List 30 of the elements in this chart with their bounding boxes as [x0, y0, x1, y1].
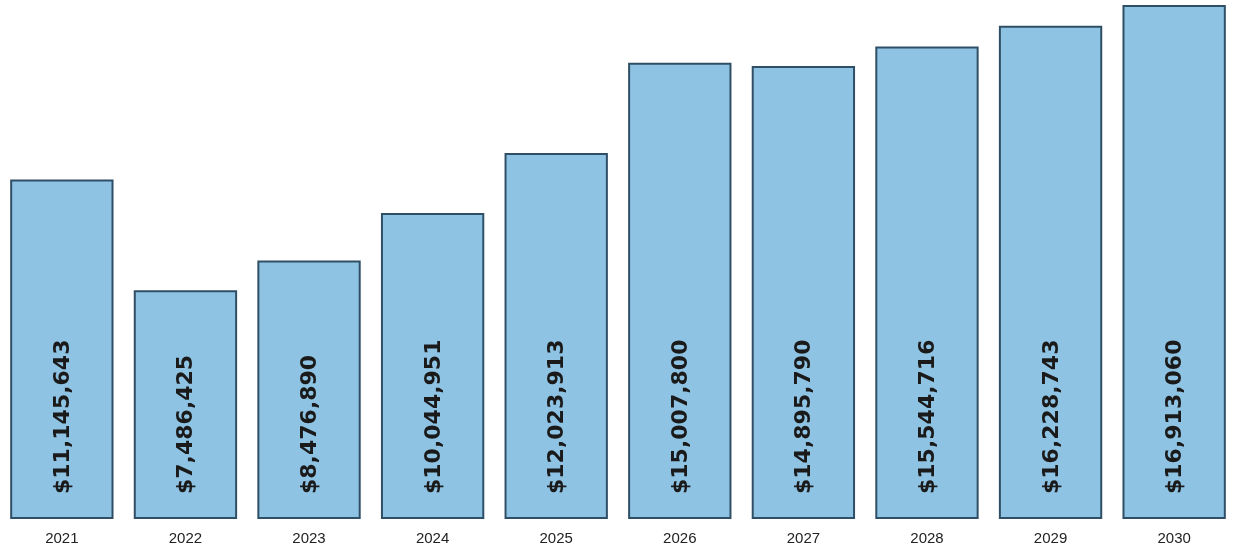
x-tick-label: 2024 [415, 528, 450, 546]
bar [875, 46, 979, 519]
x-tick-label: 2027 [786, 528, 821, 546]
data-label: $12,023,913 [543, 339, 569, 494]
bar [751, 66, 856, 519]
x-tick-label: 2025 [539, 528, 573, 546]
x-tick-label: 2028 [910, 528, 944, 546]
data-label: $7,486,425 [172, 354, 198, 494]
x-tick-label: 2030 [1157, 528, 1191, 546]
bar [380, 212, 485, 519]
bar [10, 179, 114, 519]
data-label: $16,913,060 [1161, 339, 1187, 494]
bar [257, 260, 361, 519]
x-tick-label: 2021 [45, 528, 79, 546]
data-label: $8,476,890 [296, 354, 322, 494]
data-label: $15,007,800 [666, 339, 692, 494]
data-label: $10,044,951 [419, 339, 445, 494]
x-tick-label: 2026 [663, 528, 697, 546]
x-tick-label: 2029 [1033, 528, 1068, 546]
bar [133, 290, 238, 519]
data-label: $14,895,790 [790, 339, 816, 494]
x-tick-label: 2023 [292, 528, 326, 546]
data-label: $16,228,743 [1037, 339, 1063, 494]
x-tick-label: 2022 [168, 528, 203, 546]
bar [998, 25, 1103, 519]
bar [628, 62, 732, 519]
bar [1122, 5, 1226, 519]
data-label: $15,544,716 [913, 339, 939, 494]
data-label: $11,145,643 [48, 339, 74, 494]
bar [504, 153, 608, 519]
